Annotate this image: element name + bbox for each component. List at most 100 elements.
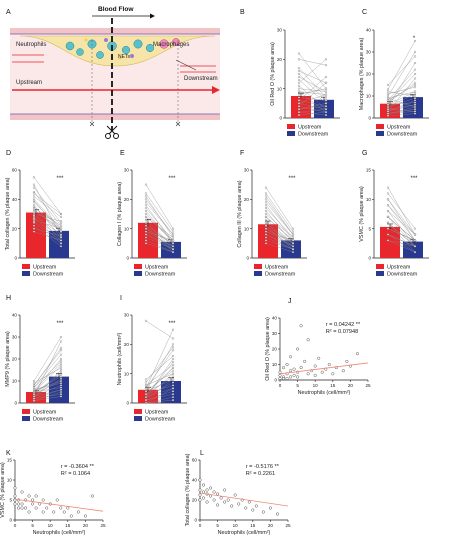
y-tick-label: 10 (7, 478, 13, 483)
chart-panel-f: F 0 10 20 30 Collagen III (% plaque area) *** U… (237, 150, 307, 278)
paired-point (413, 110, 417, 113)
significance-marker: *** (56, 176, 64, 182)
scatter-point (62, 510, 66, 514)
panel-label: H (6, 295, 11, 302)
paired-line (145, 367, 174, 395)
paired-point (32, 210, 36, 213)
paired-line (265, 208, 294, 238)
legend-label-downstream: Downstream (387, 132, 418, 138)
paired-line (33, 380, 62, 390)
y-tick-label: 20 (244, 197, 250, 202)
chart-panel-i: I 0 10 20 30 Neutrophils (cell/mm²) *** Upstrea… (117, 295, 187, 423)
paired-point (386, 90, 390, 93)
paired-line (145, 222, 174, 250)
paired-point (324, 96, 328, 99)
paired-line (33, 354, 62, 388)
paired-point (324, 99, 328, 102)
x-tick-label: 15 (65, 523, 71, 528)
paired-line (33, 394, 62, 399)
paired-point (59, 242, 63, 245)
arrowhead-icon (212, 86, 220, 94)
paired-point (171, 384, 175, 387)
y-tick-label: 40 (366, 28, 372, 33)
scatter-point (76, 510, 80, 514)
y-tick-label: 0 (194, 518, 197, 523)
y-axis-label: Macrophages (% plaque area) (359, 38, 365, 111)
chart-panel-e: E 0 10 20 30 Collagen I (% plaque area) *** Ups… (117, 150, 187, 278)
paired-point (171, 346, 175, 349)
paired-line (265, 234, 294, 247)
paired-line (298, 91, 327, 95)
scatter-point (66, 506, 70, 510)
paired-point (59, 388, 63, 391)
scatter-point (254, 504, 258, 508)
paired-line (298, 91, 327, 113)
paired-line (265, 187, 294, 229)
x-tick-label: 20 (83, 523, 89, 528)
panel-label: D (6, 150, 11, 157)
paired-point (59, 335, 63, 339)
paired-point (59, 395, 63, 398)
paired-point (171, 251, 175, 254)
paired-point (171, 236, 175, 239)
paired-point (144, 204, 148, 207)
paired-point (386, 105, 390, 109)
paired-line (265, 213, 294, 238)
paired-point (144, 384, 148, 387)
chart-panel-h: H 0 10 20 30 40 MMP9 (% plaque area) *** Upstrea… (5, 295, 75, 423)
paired-point (264, 230, 268, 233)
paired-point (413, 101, 417, 104)
legend-swatch-downstream (254, 271, 262, 276)
paired-line (145, 358, 174, 398)
paired-point (144, 399, 148, 402)
paired-point (59, 377, 63, 380)
panel-label: F (240, 150, 244, 157)
paired-point (264, 198, 268, 201)
correlation-r: r = 0.04242 ** (326, 322, 361, 328)
paired-point (324, 93, 328, 96)
y-tick-label: 10 (12, 379, 18, 384)
downstream-label: Downstream (184, 76, 218, 82)
paired-point (59, 353, 63, 356)
y-tick-label: 10 (272, 362, 278, 367)
paired-line (298, 85, 327, 110)
scatter-point (226, 498, 230, 502)
paired-point (32, 217, 36, 220)
scatter-point (289, 375, 293, 379)
y-tick-label: 5 (368, 226, 371, 231)
paired-line (387, 222, 416, 253)
scatter-point (90, 494, 94, 498)
legend-label-upstream: Upstream (298, 125, 322, 131)
paired-point (144, 319, 148, 322)
paired-point (171, 393, 175, 396)
scatter-point (299, 366, 303, 370)
bar-downstream (49, 230, 69, 258)
x-axis-label: Neutrophils (cell/mm²) (298, 390, 351, 396)
paired-point (32, 390, 36, 394)
x-tick-label: 20 (348, 383, 354, 388)
paired-point (297, 67, 301, 70)
y-tick-label: 0 (14, 256, 17, 261)
x-tick-label: 0 (279, 383, 282, 388)
paired-point (297, 90, 301, 93)
paired-point (386, 198, 390, 201)
paired-line (33, 212, 62, 241)
chart-panel-j: J 0 10 20 30 40 0 5 10 15 20 25 Neutrophils (cell/mm… (265, 298, 371, 396)
paired-point (413, 77, 417, 80)
scatter-point (219, 496, 223, 500)
paired-point (144, 207, 148, 210)
paired-line (387, 73, 416, 103)
y-tick-label: 0 (279, 116, 282, 121)
macrophage-cell-icon (159, 39, 169, 49)
paired-line (145, 234, 174, 247)
y-axis-label: Oil Red O (% plaque area) (270, 42, 276, 106)
scatter-point (299, 324, 303, 328)
legend-swatch-upstream (22, 264, 30, 269)
arrowhead-icon (150, 13, 155, 19)
paired-line (33, 193, 62, 215)
paired-line (387, 56, 416, 86)
paired-point (297, 58, 301, 61)
paired-point (59, 215, 63, 218)
paired-line (33, 221, 62, 241)
paired-point (144, 236, 148, 239)
